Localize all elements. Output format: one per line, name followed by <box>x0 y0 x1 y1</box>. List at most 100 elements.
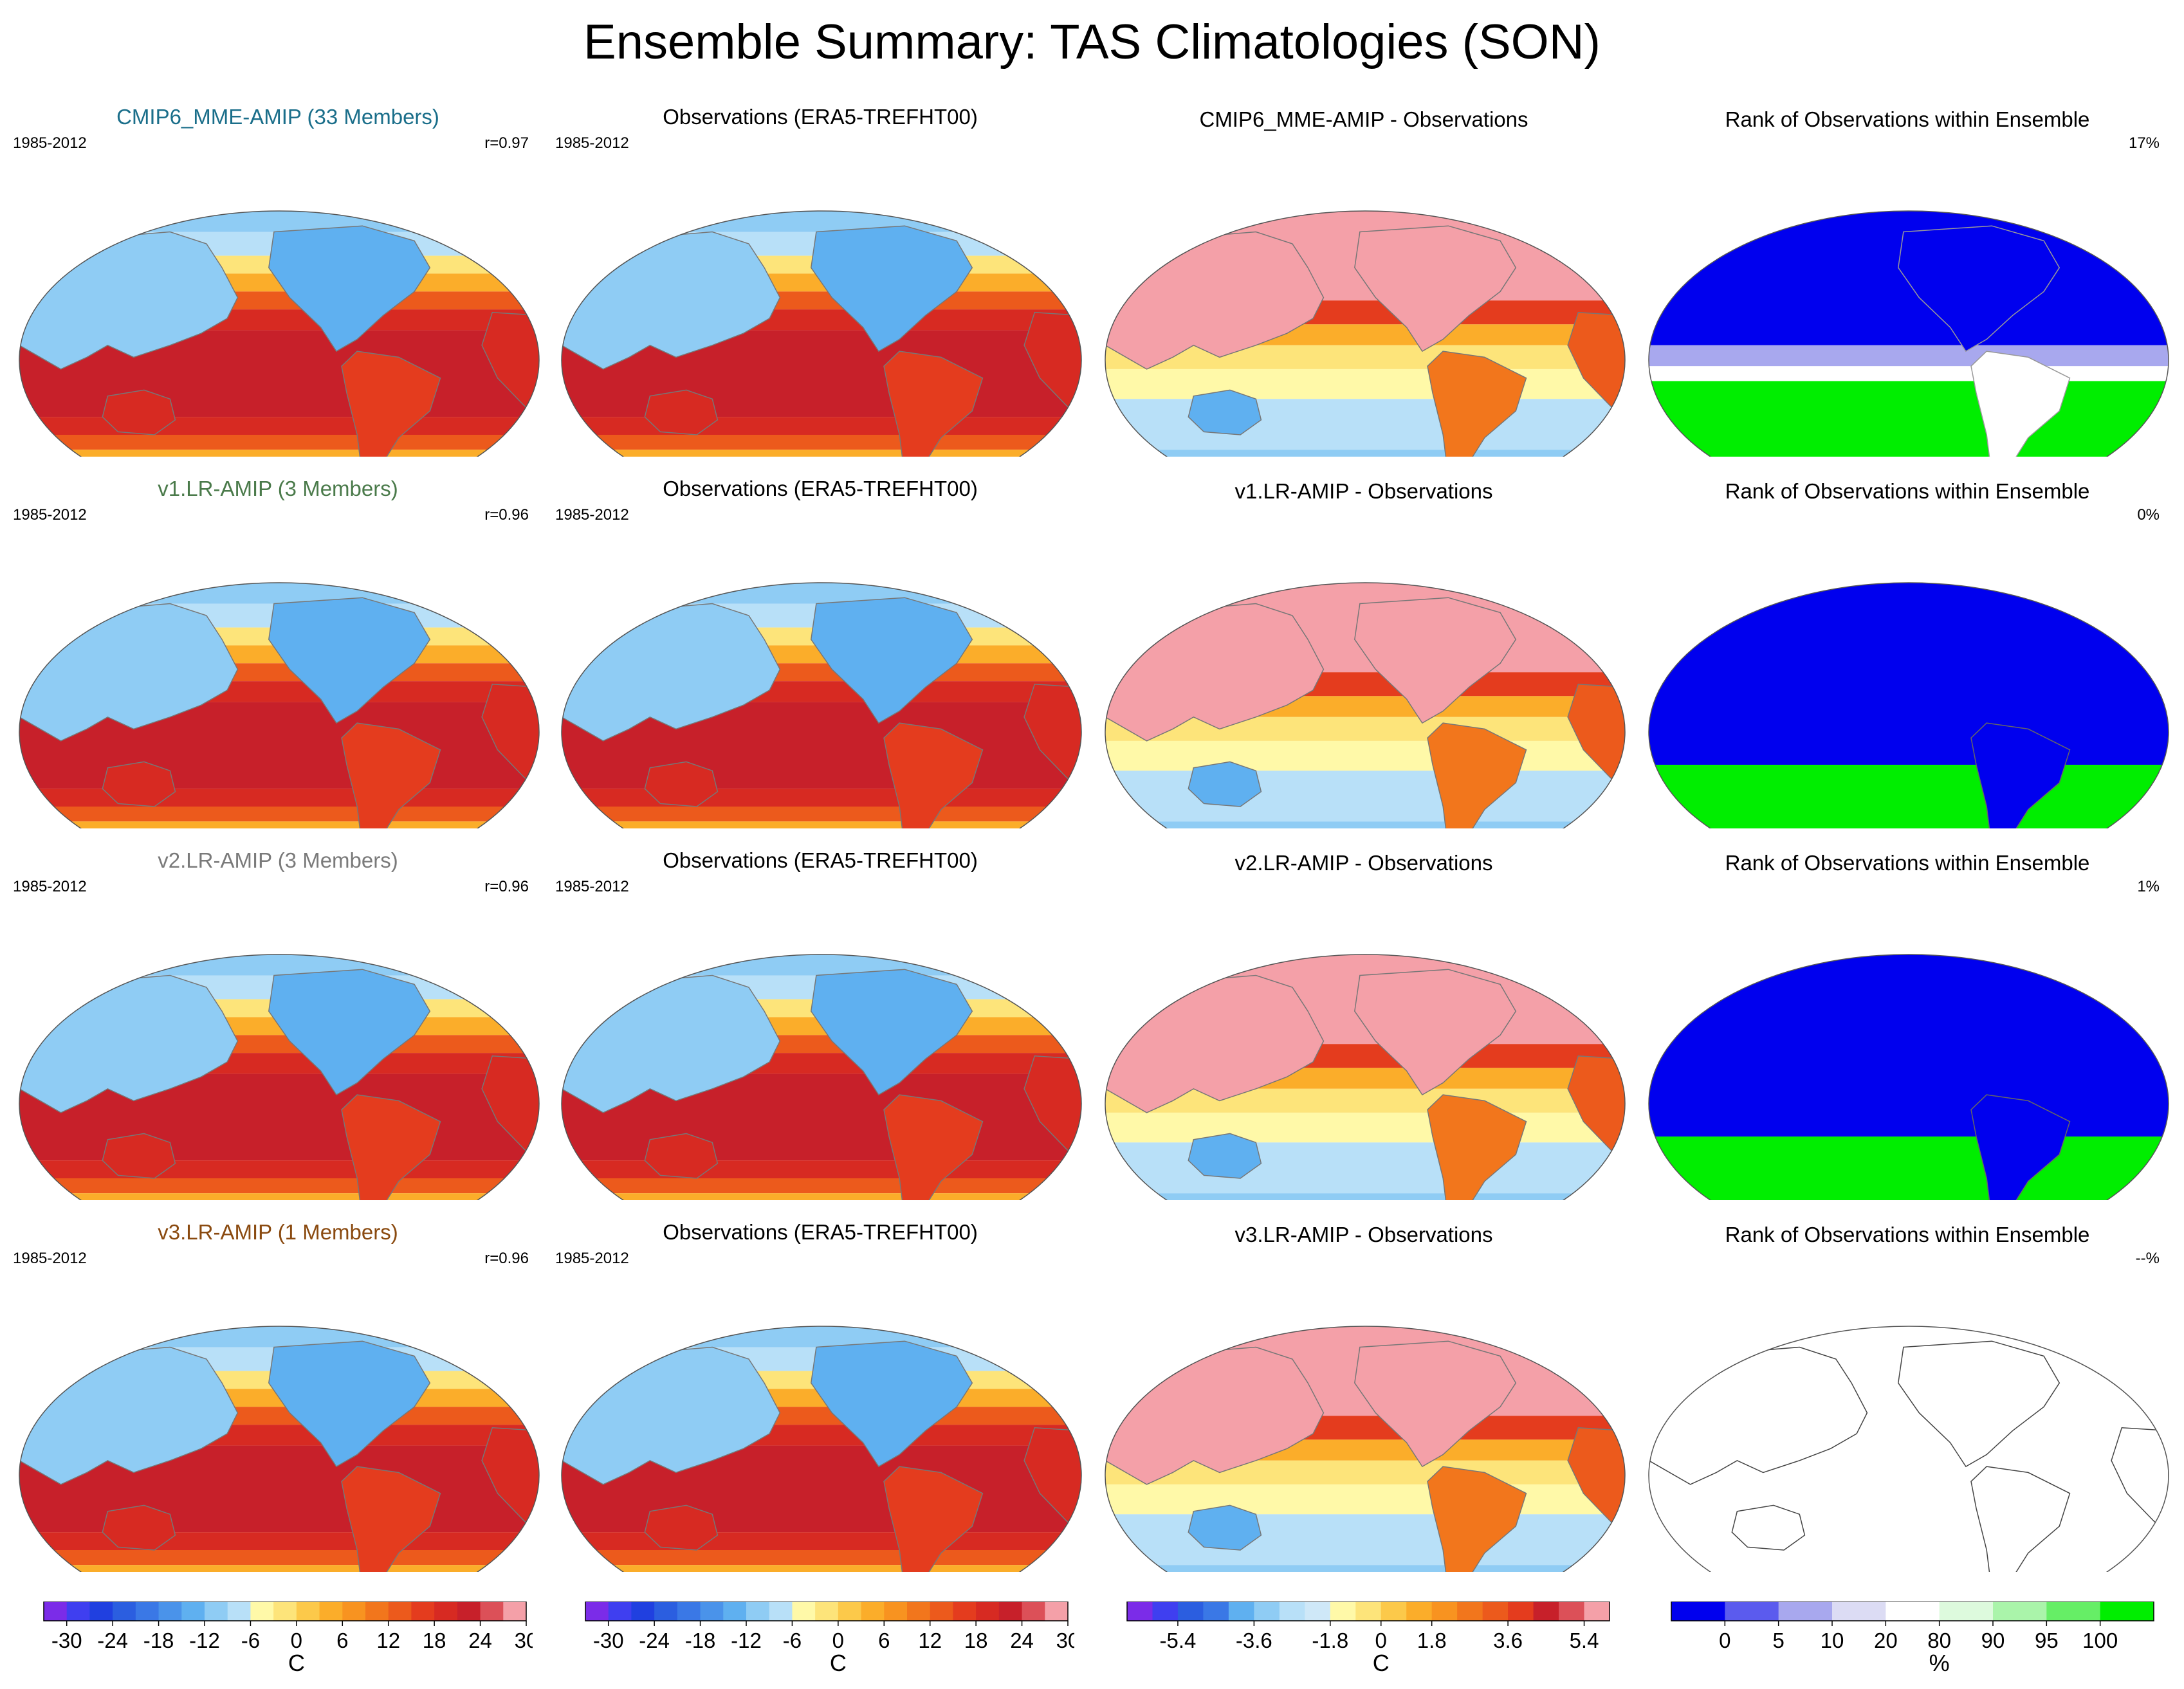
colorbar-tick-label: 10 <box>1821 1629 1844 1652</box>
temp-map <box>561 582 1082 828</box>
temp-map <box>19 1326 540 1572</box>
colorbar-tick-label: -12 <box>189 1629 220 1652</box>
colorbar-swatch <box>296 1602 320 1621</box>
temp-map <box>19 954 540 1200</box>
colorbar-swatch <box>815 1602 839 1621</box>
map-panel-model-row3: v2.LR-AMIP (3 Members) 1985-2012 r=0.96 <box>8 840 548 1200</box>
map-panel-diff-row3: v2.LR-AMIP - Observations <box>1094 840 1634 1200</box>
colorbar-swatch <box>677 1602 701 1621</box>
temp-map <box>19 582 540 828</box>
colorbar-obs: -30 -24 -18 -12 -6 0 6 12 18 24 30 <box>585 1602 1074 1652</box>
panel-title: Rank of Observations within Ensemble <box>1725 851 2090 875</box>
rank-map <box>1648 1326 2169 1572</box>
colorbar-swatch <box>953 1602 977 1621</box>
colorbar-swatch <box>273 1602 297 1621</box>
period-label: 1985-2012 <box>13 134 87 152</box>
map-panel-model-row1: CMIP6_MME-AMIP (33 Members) 1985-2012 r=0.… <box>8 96 548 457</box>
colorbar-swatch <box>1127 1602 1153 1621</box>
panel-title: v1.LR-AMIP - Observations <box>1234 479 1493 503</box>
map-panel-obs-row3: Observations (ERA5-TREFHT00) 1985-2012 <box>550 840 1090 1200</box>
colorbar-swatch <box>585 1602 609 1621</box>
colorbar-tick-label: 5.4 <box>1570 1629 1599 1652</box>
colorbar-unit-label: C <box>288 1650 305 1676</box>
rank-map <box>1648 954 2169 1200</box>
panel-title: Observations (ERA5-TREFHT00) <box>663 1220 978 1244</box>
map-panel-model-row2: v1.LR-AMIP (3 Members) 1985-2012 r=0.96 <box>8 468 548 828</box>
period-label: 1985-2012 <box>555 878 629 895</box>
colorbar-unit-label: C <box>1372 1650 1390 1676</box>
colorbar-tick-label: 95 <box>2035 1629 2059 1652</box>
panel-title: Rank of Observations within Ensemble <box>1725 479 2090 503</box>
colorbar-swatch <box>1832 1602 1886 1621</box>
colorbar-swatch <box>1584 1602 1610 1621</box>
panel-title: Rank of Observations within Ensemble <box>1725 1223 2090 1246</box>
diff-map <box>1105 954 1626 1200</box>
colorbar-tick-label: 0 <box>291 1629 302 1652</box>
colorbar-swatch <box>1254 1602 1280 1621</box>
colorbar-swatch <box>1778 1602 1833 1621</box>
colorbar-swatch <box>480 1602 504 1621</box>
colorbar-tick-label: -24 <box>97 1629 128 1652</box>
correlation-label: r=0.97 <box>484 134 529 152</box>
colorbar-swatch <box>1482 1602 1509 1621</box>
colorbar-swatch <box>861 1602 885 1621</box>
colorbar-tick-label: 12 <box>918 1629 942 1652</box>
figure-title: Ensemble Summary: TAS Climatologies (SON… <box>583 15 1601 69</box>
map-panel-obs-row1: Observations (ERA5-TREFHT00) 1985-2012 <box>550 96 1090 457</box>
colorbar-swatch <box>1559 1602 1585 1621</box>
colorbar-tick-label: 20 <box>1874 1629 1898 1652</box>
colorbar-swatch <box>1671 1602 1725 1621</box>
colorbar-model: -30 -24 -18 -12 -6 0 6 12 18 24 30 <box>43 1602 533 1652</box>
colorbar-tick-label: -3.6 <box>1236 1629 1272 1652</box>
colorbar-swatch <box>457 1602 481 1621</box>
diff-map <box>1105 1326 1626 1572</box>
colorbar-swatch <box>1330 1602 1356 1621</box>
period-label: 1985-2012 <box>555 506 629 524</box>
colorbar-tick-label: -5.4 <box>1160 1629 1197 1652</box>
colorbar-swatch <box>89 1602 113 1621</box>
map-panel-diff-row2: v1.LR-AMIP - Observations <box>1094 468 1634 828</box>
colorbar-tick-label: 6 <box>878 1629 890 1652</box>
colorbar-diff: -5.4 -3.6 -1.8 0 1.8 3.6 5.4 <box>1126 1602 1610 1652</box>
panel-title: v3.LR-AMIP (1 Members) <box>158 1220 398 1244</box>
period-label: 1985-2012 <box>13 878 87 895</box>
colorbar-tick-label: 30 <box>1056 1629 1074 1652</box>
temp-map <box>561 954 1082 1200</box>
period-label: 1985-2012 <box>13 506 87 524</box>
colorbar-swatch <box>205 1602 228 1621</box>
panel-title: Rank of Observations within Ensemble <box>1725 107 2090 131</box>
colorbar-tick-label: 0 <box>1375 1629 1387 1652</box>
colorbar-swatch <box>1431 1602 1458 1621</box>
colorbar-swatch <box>1457 1602 1483 1621</box>
colorbar-swatch <box>1279 1602 1305 1621</box>
colorbar-tick-label: 6 <box>336 1629 348 1652</box>
colorbar-tick-label: 24 <box>1010 1629 1034 1652</box>
temp-map <box>19 210 540 457</box>
rank-percent-label: 1% <box>2137 878 2160 895</box>
panel-title: CMIP6_MME-AMIP - Observations <box>1199 107 1528 131</box>
colorbar-swatch <box>1305 1602 1331 1621</box>
colorbar-swatch <box>66 1602 90 1621</box>
rank-percent-label: 17% <box>2128 134 2160 152</box>
colorbar-swatch <box>135 1602 160 1621</box>
colorbar-tick-label: -24 <box>639 1629 670 1652</box>
colorbar-tick-label: 3.6 <box>1493 1629 1523 1652</box>
colorbar-swatch <box>838 1602 862 1621</box>
rank-map <box>1648 210 2169 457</box>
colorbar-swatch <box>792 1602 816 1621</box>
colorbar-tick-label: 1.8 <box>1417 1629 1447 1652</box>
colorbar-tick-label: 5 <box>1772 1629 1784 1652</box>
rank-percent-label: --% <box>2135 1250 2160 1267</box>
map-panel-diff-row1: CMIP6_MME-AMIP - Observations <box>1094 96 1634 457</box>
panel-title: Observations (ERA5-TREFHT00) <box>663 477 978 500</box>
map-panel-rank-row1: Rank of Observations within Ensemble 17% <box>1637 96 2178 457</box>
map-panel-model-row4: v3.LR-AMIP (1 Members) 1985-2012 r=0.96 <box>8 1212 548 1572</box>
colorbar-swatch <box>1355 1602 1382 1621</box>
colorbar-swatch <box>1152 1602 1179 1621</box>
rank-map <box>1648 582 2169 828</box>
period-label: 1985-2012 <box>13 1250 87 1267</box>
colorbar-swatch <box>2046 1602 2101 1621</box>
colorbar-tick-label: 12 <box>376 1629 400 1652</box>
colorbar-swatch <box>181 1602 205 1621</box>
colorbar-swatch <box>631 1602 655 1621</box>
